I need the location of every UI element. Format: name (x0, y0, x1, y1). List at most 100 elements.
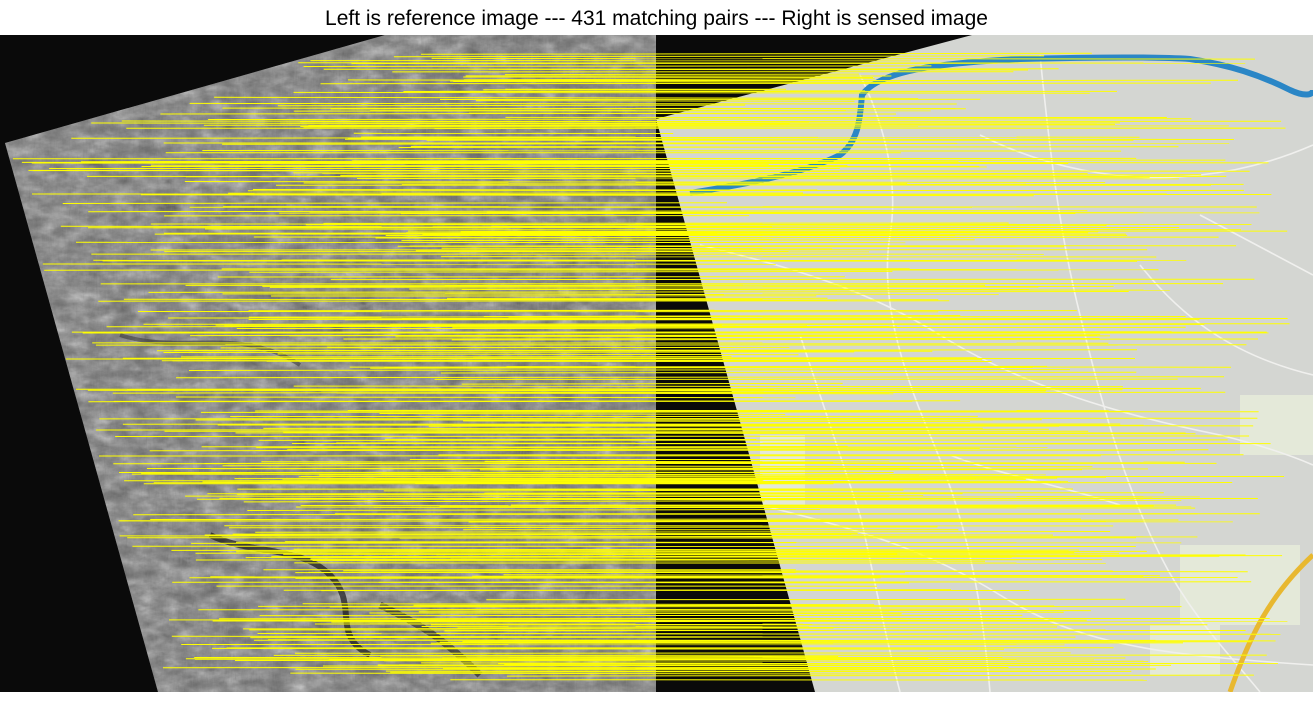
match-line (420, 52, 1092, 55)
match-line (189, 102, 957, 105)
match-line (323, 68, 1059, 70)
match-line (150, 518, 1081, 520)
match-line (439, 90, 866, 92)
matching-figure (0, 35, 1313, 692)
match-line (418, 611, 1064, 613)
match-line (255, 410, 897, 413)
match-line (340, 174, 1202, 176)
match-line (247, 509, 821, 511)
match-line (336, 392, 894, 395)
match-line (190, 334, 1101, 337)
match-line (377, 664, 881, 666)
match-line (228, 526, 938, 529)
match-line (115, 435, 1250, 437)
match-line (154, 232, 718, 235)
match-line (293, 548, 1080, 551)
match-line (215, 324, 736, 327)
match-line (113, 400, 961, 402)
match-line (397, 245, 1065, 248)
match-line (451, 338, 1259, 341)
match-line (174, 349, 933, 352)
match-line (503, 574, 1160, 577)
match-line (214, 96, 919, 99)
match-line (486, 533, 1053, 536)
match-line (417, 648, 978, 650)
match-line (483, 315, 961, 317)
match-line (457, 626, 1058, 629)
match-line (175, 396, 796, 399)
match-line (401, 318, 1126, 321)
match-line (269, 285, 1114, 288)
match-line (462, 420, 971, 423)
match-line (257, 633, 1281, 635)
match-line (258, 439, 1228, 441)
match-line (293, 91, 1090, 94)
match-line (453, 81, 901, 83)
match-line (486, 598, 1126, 601)
match-line (208, 118, 1192, 120)
match-line (415, 482, 1233, 484)
match-line (475, 100, 855, 102)
match-line (491, 225, 1107, 227)
match-line (119, 520, 1106, 522)
match-line (401, 239, 773, 242)
match-line (353, 162, 1069, 164)
match-line (421, 662, 1278, 664)
match-line (450, 558, 1103, 561)
match-line (442, 667, 1156, 670)
match-line (359, 388, 775, 391)
match-line (143, 323, 1290, 325)
match-line (99, 417, 1258, 420)
match-line (426, 477, 1058, 480)
match-line (509, 581, 910, 584)
match-line (375, 236, 1219, 239)
match-line (243, 627, 834, 630)
match-line (395, 335, 1111, 338)
match-line (252, 189, 818, 191)
match-line (66, 169, 840, 172)
match-line (440, 371, 1137, 374)
match-line (290, 672, 941, 675)
match-line (303, 65, 932, 67)
match-line (229, 162, 769, 165)
match-line (312, 560, 986, 562)
match-line (393, 55, 1045, 58)
matching-lines (12, 52, 1290, 681)
matching-figure-canvas (0, 35, 1313, 692)
match-line (383, 489, 904, 492)
match-line (249, 270, 893, 273)
match-line (65, 358, 1136, 360)
match-line (356, 299, 838, 301)
match-line (464, 268, 1159, 271)
match-line (486, 211, 1260, 214)
match-line (203, 123, 1116, 126)
match-line (232, 532, 858, 535)
match-line (171, 635, 1076, 638)
match-line (202, 150, 1122, 152)
match-line (235, 541, 1182, 544)
match-line (439, 505, 1192, 508)
match-line (461, 289, 1170, 291)
match-line (406, 231, 1099, 234)
match-line (163, 351, 855, 353)
match-line (308, 161, 1269, 164)
match-line (320, 82, 1211, 85)
match-line (506, 366, 1232, 368)
match-line (141, 472, 894, 474)
match-line (185, 495, 1200, 498)
match-line (131, 473, 1046, 476)
match-line (222, 465, 1093, 468)
match-line (277, 353, 799, 356)
match-line (148, 291, 1129, 293)
match-line (450, 79, 1239, 82)
match-line (172, 581, 1252, 583)
match-line (369, 612, 902, 615)
match-line (217, 165, 987, 168)
match-line (86, 175, 1150, 178)
match-line (161, 359, 983, 362)
match-line (463, 78, 875, 81)
match-line (124, 480, 1068, 482)
figure-title: Left is reference image --- 431 matching… (325, 7, 988, 30)
match-line (398, 146, 1179, 148)
match-line (347, 410, 1130, 412)
